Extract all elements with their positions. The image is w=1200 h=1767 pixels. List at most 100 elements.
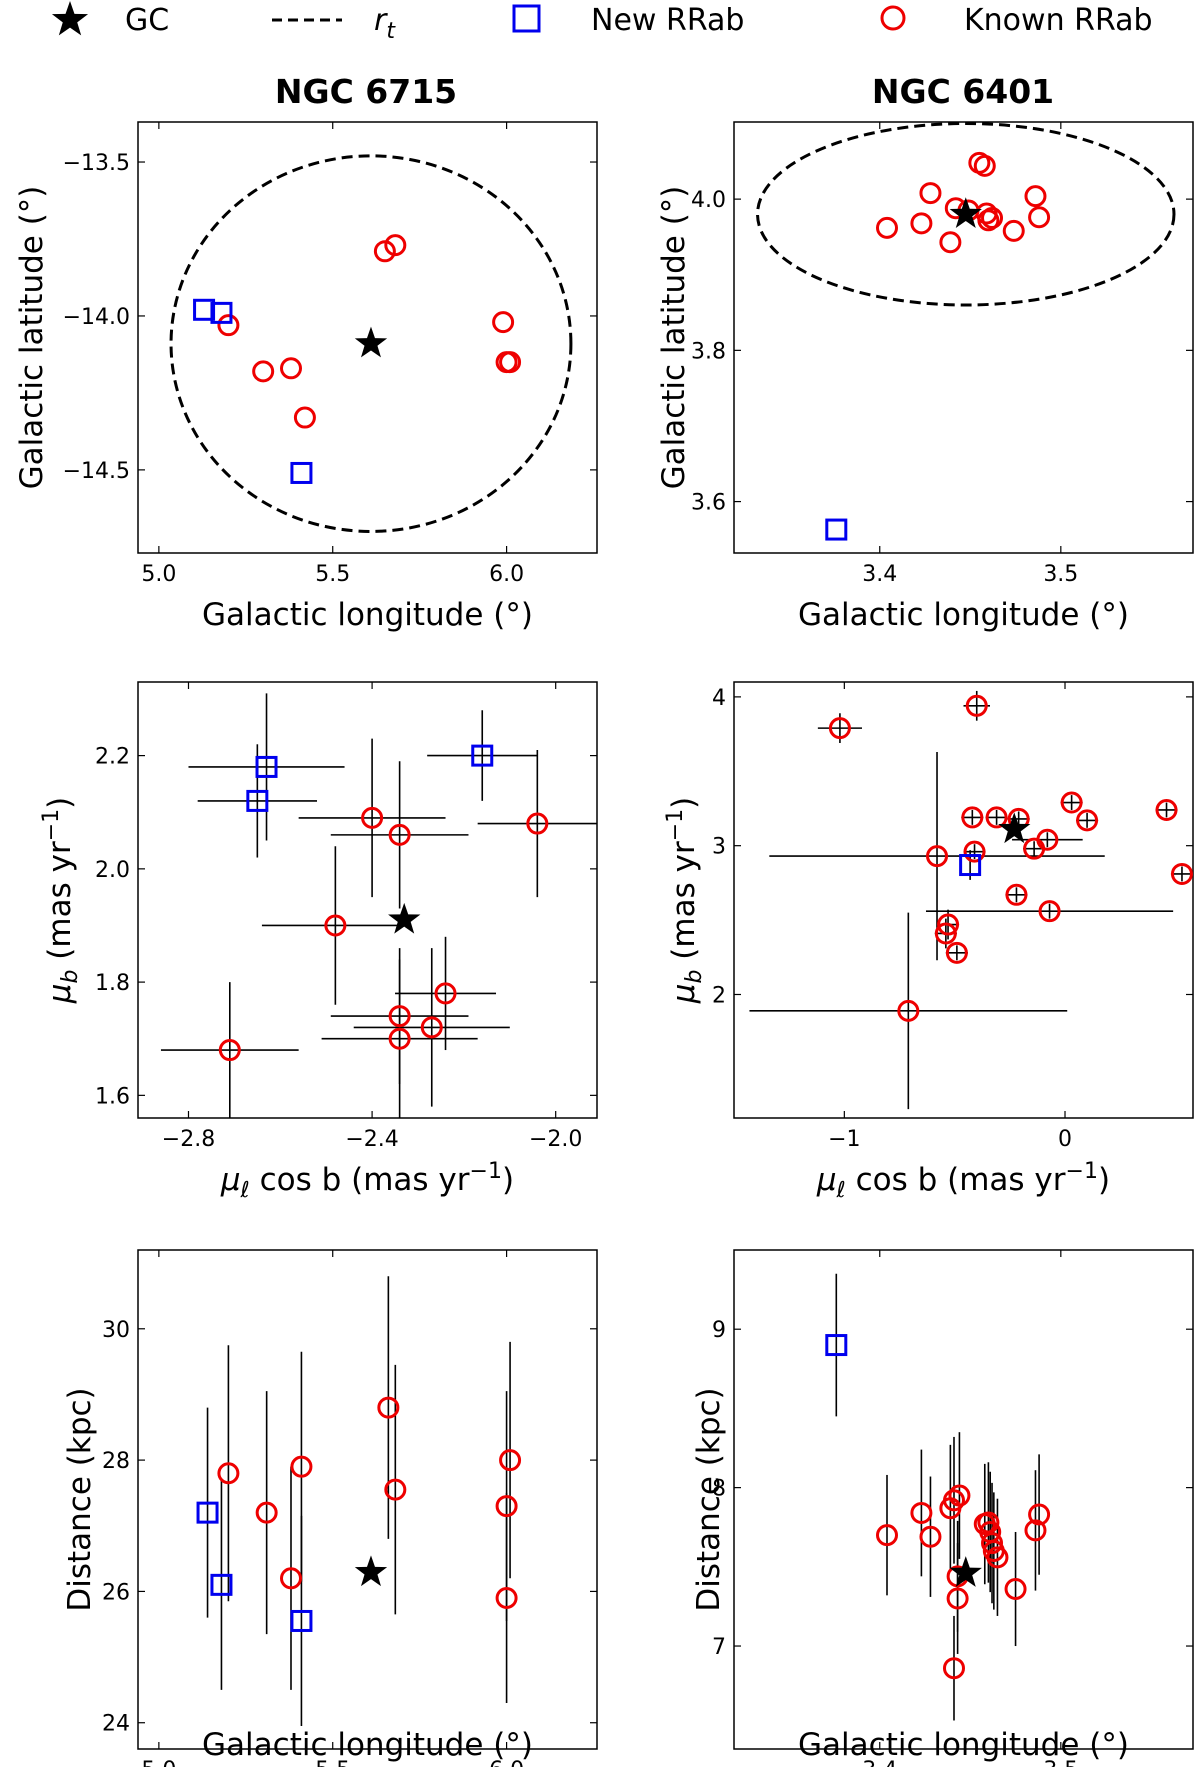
y-axis-label: Galactic latitude (°) (656, 186, 692, 490)
new-rrab-point (255, 755, 278, 778)
x-tick-label: 5.5 (315, 1758, 350, 1767)
panel-ngc6715-proper-motion: −2.8 −2.4 −2.0 1.6 1.8 2.0 2.2 μℓ cos b (mas yr… (39, 681, 598, 1203)
known-rrab-point (1005, 883, 1028, 906)
y-tick-label: −14.0 (63, 305, 130, 330)
y-tick-label: 2.0 (95, 858, 130, 883)
y-axis-label: μb (mas yr−1) (39, 797, 83, 1005)
y-tick-label: 28 (102, 1449, 130, 1474)
x-tick-label: 3.4 (862, 1758, 897, 1767)
y-tick-label: 26 (102, 1580, 130, 1605)
known-rrab-point (986, 1546, 1009, 1569)
data-layer (825, 1273, 1051, 1721)
known-rrab-point (526, 812, 549, 835)
x-tick-label: 3.5 (1043, 1758, 1078, 1767)
plot-frame (733, 1249, 1194, 1750)
legend-label-new-rrab: New RRab (591, 3, 744, 38)
tidal-radius-ellipse (756, 122, 1176, 307)
plot-frame (137, 681, 598, 1119)
known-rrab-point (384, 1478, 407, 1501)
x-tick-label: −1 (828, 1127, 860, 1152)
x-tick-label: −2.4 (345, 1127, 398, 1152)
known-rrab-point (388, 823, 411, 846)
x-tick-label: 5.0 (141, 1758, 176, 1767)
known-rrab-point (280, 1567, 302, 1590)
x-axis-label: Galactic longitude (°) (798, 597, 1129, 633)
known-rrab-point (965, 694, 988, 717)
known-rrab-point (384, 234, 407, 257)
known-rrab-point (945, 941, 968, 964)
known-rrab-point (985, 806, 1008, 829)
x-tick-label: 3.4 (862, 562, 897, 587)
x-tick-label: −2.0 (529, 1127, 582, 1152)
new-rrab-point (196, 1501, 219, 1524)
known-rrab-point (1004, 1578, 1027, 1601)
known-rrab-point (1060, 791, 1083, 814)
y-tick-label: 8 (712, 1477, 726, 1502)
y-tick-label: 3.8 (691, 339, 726, 364)
panel-ngc6715-distance: 5.0 5.5 6.0 24 26 28 30 Galactic longitude (°) D… (62, 1249, 598, 1767)
known-rrab-point (973, 154, 996, 177)
new-rrab-point (825, 1334, 848, 1357)
legend: GC rt New RRab Known RRab (51, 1, 1153, 44)
known-rrab-point (981, 1532, 1004, 1555)
known-rrab-point (1024, 185, 1047, 208)
panel-ngc6401-position: 3.4 3.5 3.6 3.8 4.0 Galactic longitude (°) Gal… (656, 121, 1194, 633)
new-rrab-point (210, 301, 233, 324)
new-rrab-point (471, 744, 494, 767)
known-rrab-point (1076, 809, 1099, 832)
known-rrab-point (876, 1524, 898, 1547)
data-layer (749, 690, 1193, 1110)
data-layer (756, 122, 1176, 541)
legend-new-rrab-marker (512, 4, 541, 33)
y-tick-label: 1.8 (95, 971, 130, 996)
gc-star-point (949, 197, 982, 228)
x-tick-label: 6.0 (489, 1758, 524, 1767)
new-rrab-point (290, 461, 313, 484)
y-tick-label: 7 (712, 1635, 726, 1660)
gc-star-point (354, 1555, 388, 1587)
known-rrab-point (1002, 219, 1025, 242)
y-tick-label: 3.6 (691, 491, 726, 516)
known-rrab-point (1036, 828, 1059, 851)
y-tick-label: 2 (712, 983, 726, 1008)
known-rrab-point (948, 1484, 971, 1507)
plot-frame (137, 1249, 598, 1750)
known-rrab-point (280, 357, 302, 380)
legend-label-rt: rt (374, 3, 396, 44)
x-axis-label: Galactic longitude (°) (202, 1727, 533, 1763)
y-tick-label: 4.0 (691, 188, 726, 213)
known-rrab-point (1038, 900, 1061, 923)
x-tick-label: 3.5 (1043, 562, 1078, 587)
known-rrab-point (1024, 1519, 1047, 1542)
known-rrab-point (495, 1495, 518, 1518)
y-axis-label: Distance (kpc) (62, 1387, 98, 1611)
known-rrab-point (897, 999, 920, 1022)
known-rrab-point (324, 914, 347, 937)
known-rrab-point (499, 1449, 522, 1472)
known-rrab-point (1028, 1503, 1051, 1526)
y-tick-label: 24 (102, 1712, 130, 1737)
gc-star-point (949, 1556, 982, 1587)
known-rrab-point (828, 717, 851, 740)
gc-star-point (998, 812, 1031, 844)
new-rrab-point (290, 1609, 313, 1632)
known-rrab-point (910, 1501, 933, 1524)
known-rrab-point (961, 806, 984, 829)
y-tick-label: 3 (712, 835, 726, 860)
known-rrab-point (946, 1587, 969, 1610)
new-rrab-point (959, 854, 982, 877)
panel-ngc6401-distance: 3.4 3.5 7 8 9 Galactic longitude (°) Distance … (691, 1249, 1194, 1767)
known-rrab-point (942, 1657, 965, 1680)
x-tick-label: 5.0 (141, 562, 176, 587)
known-rrab-point (377, 1396, 400, 1419)
y-axis-label: μb (mas yr−1) (663, 797, 707, 1005)
x-tick-label: 0 (1058, 1127, 1072, 1152)
known-rrab-point (926, 845, 949, 868)
x-tick-label: −2.8 (162, 1127, 215, 1152)
y-tick-label: 30 (102, 1318, 130, 1343)
legend-known-rrab-marker (880, 5, 906, 31)
known-rrab-point (361, 806, 384, 829)
new-rrab-point (193, 298, 216, 321)
known-rrab-point (1028, 206, 1051, 229)
x-axis-label: Galactic longitude (°) (798, 1727, 1129, 1763)
